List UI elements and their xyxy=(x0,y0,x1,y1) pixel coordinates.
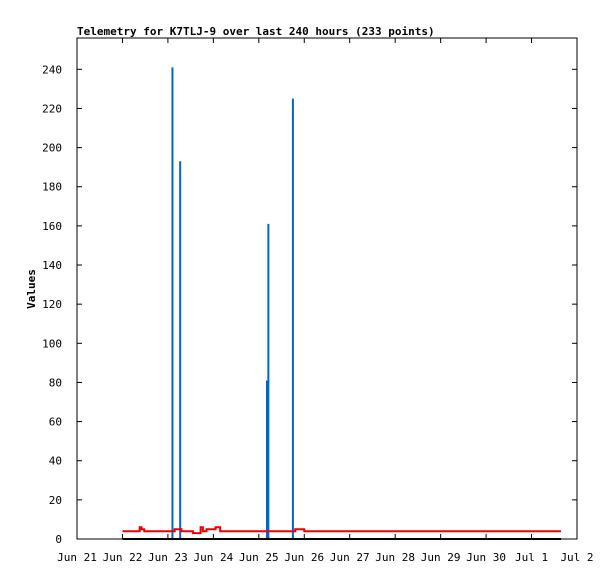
y-tick-label: 40 xyxy=(49,455,62,468)
x-tick-label: Jun 21 xyxy=(57,551,97,564)
x-tick-label: Jun 29 xyxy=(421,551,461,564)
y-tick-label: 100 xyxy=(42,337,62,350)
y-tick-label: 240 xyxy=(42,63,62,76)
plot-frame xyxy=(76,37,578,540)
y-tick-label: 20 xyxy=(49,494,62,507)
y-tick-label: 220 xyxy=(42,102,62,115)
series-layer xyxy=(122,67,562,540)
y-tick-label: 180 xyxy=(42,181,62,194)
x-tick-label: Jun 27 xyxy=(330,551,370,564)
y-tick-label: 200 xyxy=(42,142,62,155)
x-tick-label: Jun 26 xyxy=(284,551,324,564)
y-axis-ticks: 0 20 40 60 80 100 120 140 160 180 200 220 240 xyxy=(42,63,577,546)
series-line-1 xyxy=(122,526,562,535)
y-tick-label: 160 xyxy=(42,220,62,233)
x-tick-label: Jul 1 xyxy=(515,551,548,564)
y-tick-label: 120 xyxy=(42,298,62,311)
chart-title: Telemetry for K7TLJ-9 over last 240 hour… xyxy=(77,25,435,38)
x-tick-label: Jun 24 xyxy=(193,551,233,564)
x-tick-label: Jun 28 xyxy=(375,551,415,564)
y-tick-label: 80 xyxy=(49,376,62,389)
x-tick-label: Jun 23 xyxy=(148,551,188,564)
x-axis-ticks: Jun 21 Jun 22 Jun 23 Jun 24 Jun 25 Jun 26 Jun … xyxy=(57,38,594,564)
y-axis-label: Values xyxy=(25,269,38,309)
x-tick-label: Jun 30 xyxy=(466,551,506,564)
x-tick-label: Jun 25 xyxy=(239,551,279,564)
y-tick-label: 0 xyxy=(55,533,62,546)
y-tick-label: 60 xyxy=(49,416,62,429)
y-tick-label: 140 xyxy=(42,259,62,272)
x-tick-label: Jun 22 xyxy=(103,551,143,564)
x-tick-label: Jul 2 xyxy=(560,551,593,564)
